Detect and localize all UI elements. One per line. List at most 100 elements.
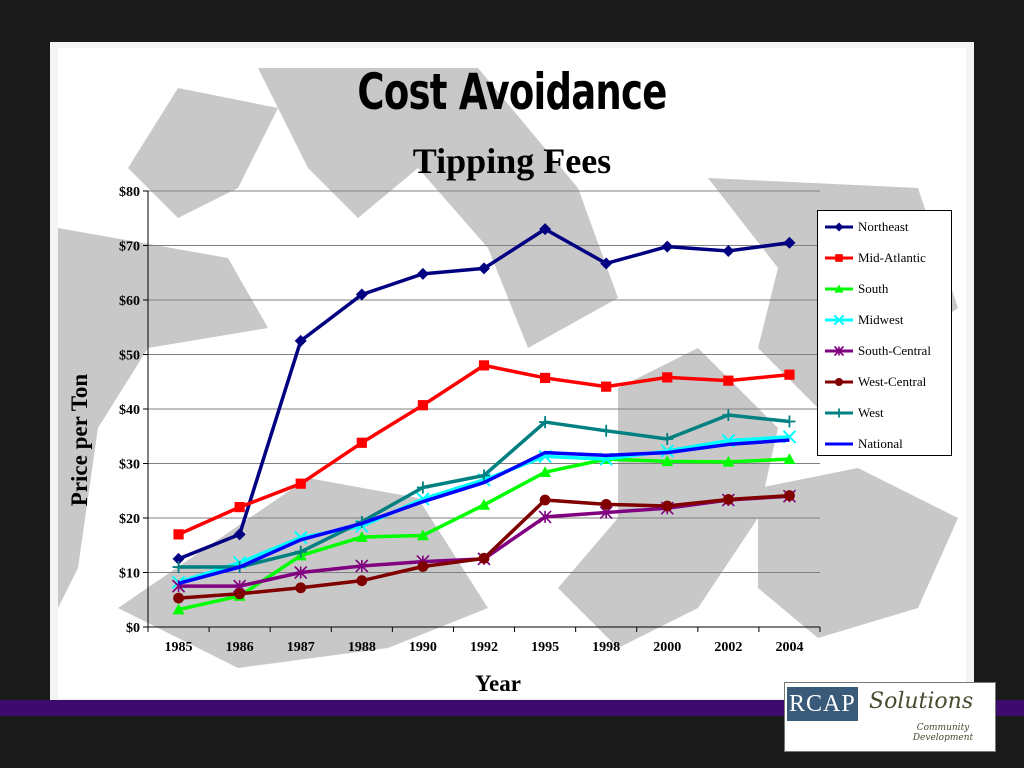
y-tick-label: $50: [119, 349, 140, 364]
legend-item-national: National: [824, 434, 950, 454]
legend-swatch-west-central: [825, 377, 853, 387]
data-point-west: [294, 545, 307, 558]
series-mid-atlantic: [173, 360, 795, 540]
data-point-mid-atlantic: [723, 375, 734, 386]
legend-swatch-midwest: [825, 314, 853, 326]
data-point-south-central: [355, 559, 369, 573]
x-tick-label: 1995: [531, 640, 559, 655]
logo-primary: RCAP: [787, 687, 858, 721]
x-tick-label: 1992: [470, 640, 498, 655]
x-tick-label: 1986: [226, 640, 254, 655]
data-point-south: [783, 453, 796, 464]
data-point-south: [539, 466, 552, 478]
logo-tagline: Community Development: [895, 723, 991, 743]
data-point-northeast: [233, 528, 246, 541]
data-point-mid-atlantic: [784, 369, 795, 380]
x-tick-label: 1990: [409, 640, 437, 655]
data-point-legend-south-central: [833, 345, 845, 357]
data-point-west-central: [784, 490, 795, 502]
legend-swatch-national: [825, 442, 853, 446]
data-point-west-central: [295, 582, 307, 594]
x-tick-label: 1998: [592, 640, 620, 655]
data-point-mid-atlantic: [295, 478, 306, 489]
legend-label-south-central: South-Central: [858, 343, 931, 358]
data-point-west: [661, 432, 674, 445]
data-point-west-central: [356, 575, 368, 587]
x-tick-label: 1985: [165, 640, 193, 655]
x-tick-label: 1987: [287, 640, 315, 655]
x-tick-label: 2002: [714, 640, 742, 655]
data-point-west-central: [661, 500, 673, 512]
legend: Northeast Mid-Atlantic South Midwest South-C…: [817, 210, 952, 456]
legend-label-west-central: West-Central: [858, 374, 927, 389]
data-point-legend-midwest: [833, 314, 845, 326]
legend-item-south: South: [824, 279, 950, 299]
data-point-west: [416, 481, 429, 494]
series-northeast: [172, 223, 796, 565]
logo-tagline-2: Development: [912, 733, 974, 743]
data-point-northeast: [600, 257, 613, 270]
data-point-northeast: [355, 288, 368, 301]
y-tick-label: $30: [119, 458, 140, 473]
legend-item-west-central: West-Central: [824, 372, 950, 392]
rcap-logo: RCAP Solutions Community Development: [784, 682, 996, 752]
series-layer: [171, 223, 797, 615]
legend-label-west: West: [858, 405, 884, 420]
data-point-south: [661, 455, 674, 467]
legend-swatch-south: [825, 284, 853, 293]
legend-item-northeast: Northeast: [824, 217, 950, 237]
data-point-west: [600, 424, 613, 437]
data-point-south: [478, 498, 490, 510]
legend-item-west: West: [824, 403, 950, 423]
data-point-west-central: [478, 552, 490, 564]
data-point-mid-atlantic: [662, 372, 673, 383]
logo-secondary: Solutions: [869, 689, 974, 714]
data-point-west-central: [173, 592, 184, 604]
legend-item-south-central: South-Central: [824, 341, 950, 361]
gridlines: [148, 190, 820, 573]
x-axis-label: Year: [475, 671, 521, 696]
series-west: [172, 408, 796, 574]
legend-label-northeast: Northeast: [858, 219, 909, 234]
data-point-west: [722, 408, 735, 421]
legend-label-south: South: [858, 281, 889, 296]
axes: $0 $10 $20 $30 $40 $50 $60 $70 $80 1985 1986 1987 19…: [119, 185, 821, 655]
data-point-legend-northeast: [834, 222, 844, 232]
y-axis-label: Price per Ton: [67, 373, 92, 507]
legend-swatch-west: [825, 408, 853, 418]
data-point-legend-west: [834, 408, 844, 418]
y-tick-label: $10: [119, 567, 140, 582]
chart-title: Tipping Fees: [412, 141, 612, 181]
x-tick-label: 2004: [775, 640, 803, 655]
data-point-northeast: [294, 334, 307, 347]
data-point-west: [172, 561, 185, 574]
logo-tagline-1: Community: [916, 723, 970, 733]
y-tick-label: $40: [119, 403, 140, 418]
data-point-west: [478, 469, 490, 482]
data-point-legend-west-central: [834, 377, 844, 387]
data-point-west-central: [600, 498, 612, 510]
y-tick-label: $70: [119, 240, 140, 255]
legend-item-mid-atlantic: Mid-Atlantic: [824, 248, 950, 268]
legend-label-midwest: Midwest: [858, 312, 904, 327]
data-point-northeast: [722, 244, 735, 257]
data-point-northeast: [172, 552, 185, 565]
data-point-legend-south: [834, 284, 844, 293]
x-tick-label: 1988: [348, 640, 376, 655]
legend-label-mid-atlantic: Mid-Atlantic: [858, 250, 926, 265]
data-point-south: [722, 455, 735, 467]
series-line-west-central: [178, 493, 790, 600]
series-west-central: [173, 490, 795, 604]
data-point-west-central: [234, 588, 246, 600]
data-point-south: [172, 603, 185, 615]
legend-swatch-mid-atlantic: [825, 254, 853, 262]
data-point-mid-atlantic: [356, 437, 367, 448]
data-point-mid-atlantic: [173, 529, 184, 540]
slide-title: Cost Avoidance: [357, 63, 667, 121]
data-point-mid-atlantic: [234, 502, 245, 513]
data-point-west-central: [722, 494, 734, 505]
legend-item-midwest: Midwest: [824, 310, 950, 330]
y-tick-label: $80: [119, 185, 140, 200]
data-point-northeast: [416, 267, 429, 280]
